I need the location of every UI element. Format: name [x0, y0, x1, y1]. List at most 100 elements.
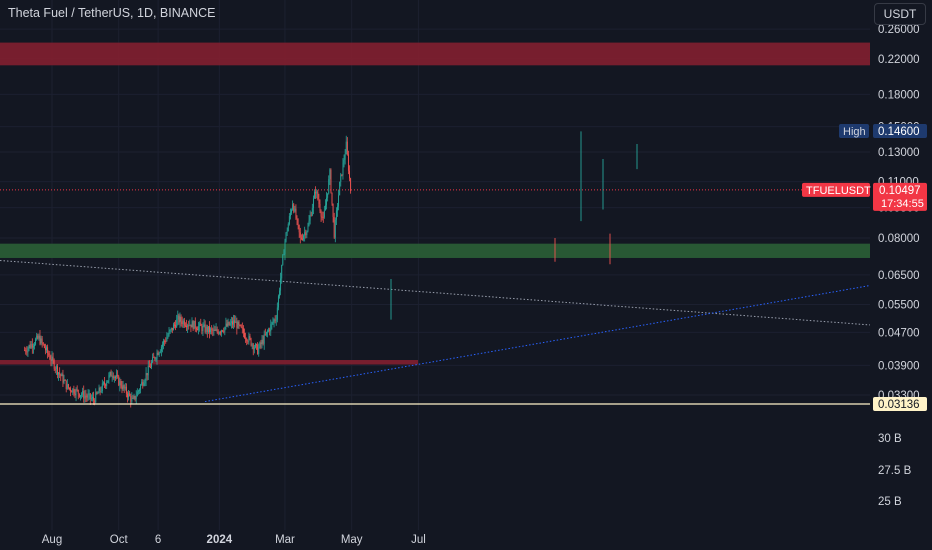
candle-body: [157, 352, 159, 355]
candle-body: [107, 380, 109, 383]
candle-body: [219, 332, 221, 334]
candle-body: [224, 327, 226, 332]
candle-body: [276, 307, 278, 320]
candle-body: [205, 326, 207, 332]
candle-body: [204, 324, 206, 332]
trend-lines-layer: [0, 259, 871, 403]
candle-body: [341, 174, 343, 176]
candle-body: [128, 393, 130, 398]
candle-body: [340, 174, 342, 182]
candle-body: [46, 347, 47, 351]
time-axis[interactable]: Aug Oct 6 2024 Mar May Jul: [42, 534, 426, 546]
candle-body: [24, 350, 26, 352]
price-tick-label: 0.05500: [878, 299, 920, 311]
candle-body: [298, 224, 300, 233]
candle-body: [207, 326, 209, 332]
currency-button[interactable]: USDT: [874, 3, 926, 25]
candle-body: [304, 232, 306, 236]
candle-body: [346, 141, 348, 155]
candle-body: [82, 391, 84, 395]
candle-body: [141, 382, 143, 386]
price-tick-label: 0.06500: [878, 270, 920, 282]
zone-resistance-top[interactable]: [0, 42, 870, 66]
candle-body: [244, 333, 245, 338]
candle-body: [48, 353, 50, 356]
candle-body: [110, 372, 112, 377]
candle-body: [34, 344, 35, 347]
candle-body: [222, 330, 224, 332]
last-price-badge-bg: [873, 182, 927, 211]
candle-body: [123, 385, 125, 389]
zone-support[interactable]: [0, 243, 870, 258]
candle-body: [299, 232, 301, 238]
candle-body: [330, 169, 332, 193]
candle-body: [52, 356, 54, 361]
candle-body: [227, 321, 229, 327]
candle-body: [225, 323, 227, 328]
candle-body: [179, 316, 181, 323]
candle-body: [105, 384, 107, 386]
high-price-bg: [873, 124, 927, 138]
candle-body: [96, 392, 98, 394]
zone-resistance-lower[interactable]: [0, 360, 418, 365]
candle-body: [344, 154, 346, 160]
candle-body: [188, 325, 190, 327]
candle-body: [277, 296, 279, 308]
candle-body: [253, 347, 255, 350]
candle-body: [307, 225, 309, 232]
candle-body: [236, 321, 238, 329]
candle-body: [30, 344, 32, 348]
candle-body: [90, 398, 92, 400]
ascending-trend-line[interactable]: [204, 285, 871, 403]
candle-body: [94, 400, 96, 403]
candle-body: [317, 191, 319, 200]
candle-body: [320, 210, 322, 217]
candle-body: [63, 380, 65, 383]
candle-body: [214, 329, 216, 331]
candle-body: [92, 397, 93, 399]
candle-body: [44, 347, 46, 351]
candle-body: [53, 360, 55, 369]
candle-body: [81, 394, 82, 396]
candle-body: [129, 393, 131, 396]
candle-body: [350, 178, 352, 192]
candle-body: [325, 205, 326, 211]
candle-body: [151, 362, 152, 368]
candle-body: [195, 328, 197, 330]
candle-body: [69, 387, 70, 389]
candle-body: [42, 342, 44, 345]
candle-body: [74, 393, 76, 396]
candle-body: [240, 325, 242, 328]
candle-body: [158, 352, 160, 355]
candle-body: [190, 324, 192, 328]
candle-body: [274, 319, 276, 321]
candle-body: [88, 393, 90, 395]
candle-body: [132, 397, 134, 399]
candle-body: [245, 337, 247, 339]
candle-body: [118, 376, 120, 386]
candle-body: [218, 332, 220, 334]
candle-body: [295, 208, 297, 219]
candle-body: [312, 198, 314, 209]
candle-body: [117, 375, 119, 377]
candle-body: [79, 395, 81, 397]
candle-body: [131, 397, 133, 402]
candle-body: [264, 334, 266, 336]
candle-body: [249, 335, 251, 339]
candle-body: [300, 237, 302, 239]
candle-body: [262, 339, 264, 344]
candle-body: [49, 355, 51, 360]
candle-body: [187, 325, 189, 328]
time-tick-label: May: [341, 534, 363, 546]
candle-body: [199, 323, 201, 327]
candle-body: [252, 344, 254, 350]
candle-body: [247, 341, 249, 343]
candle-body: [343, 159, 345, 163]
candle-body: [154, 357, 156, 359]
candle-body: [66, 384, 68, 389]
candle-body: [235, 321, 237, 323]
candle-body: [43, 344, 45, 348]
candle-body: [143, 383, 145, 386]
candle-body: [267, 331, 268, 333]
